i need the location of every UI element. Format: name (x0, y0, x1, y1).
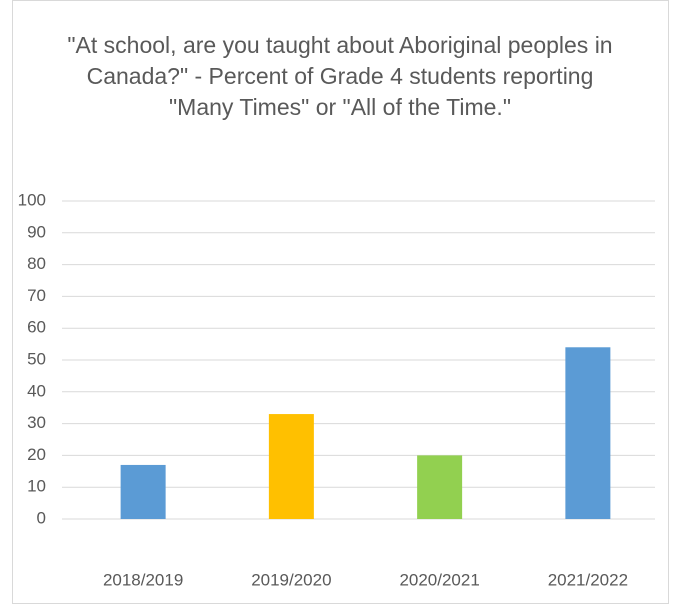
bar (565, 347, 611, 519)
bar (120, 464, 166, 519)
bar (268, 414, 314, 519)
x-tick-label: 2018/2019 (103, 570, 183, 589)
x-tick-label: 2020/2021 (399, 570, 479, 589)
y-tick-label: 30 (27, 413, 46, 432)
y-tick-label: 40 (27, 381, 46, 400)
y-tick-label: 100 (18, 190, 46, 209)
y-tick-label: 50 (27, 349, 46, 368)
x-tick-label: 2021/2022 (548, 570, 628, 589)
y-tick-label: 20 (27, 445, 46, 464)
x-tick-label: 2019/2020 (251, 570, 331, 589)
y-tick-label: 60 (27, 318, 46, 337)
y-tick-label: 80 (27, 254, 46, 273)
y-tick-label: 70 (27, 286, 46, 305)
chart-title: "At school, are you taught about Aborigi… (67, 32, 613, 120)
y-tick-label: 0 (37, 508, 46, 527)
y-tick-label: 90 (27, 222, 46, 241)
y-tick-label: 10 (27, 477, 46, 496)
bar (417, 455, 463, 519)
